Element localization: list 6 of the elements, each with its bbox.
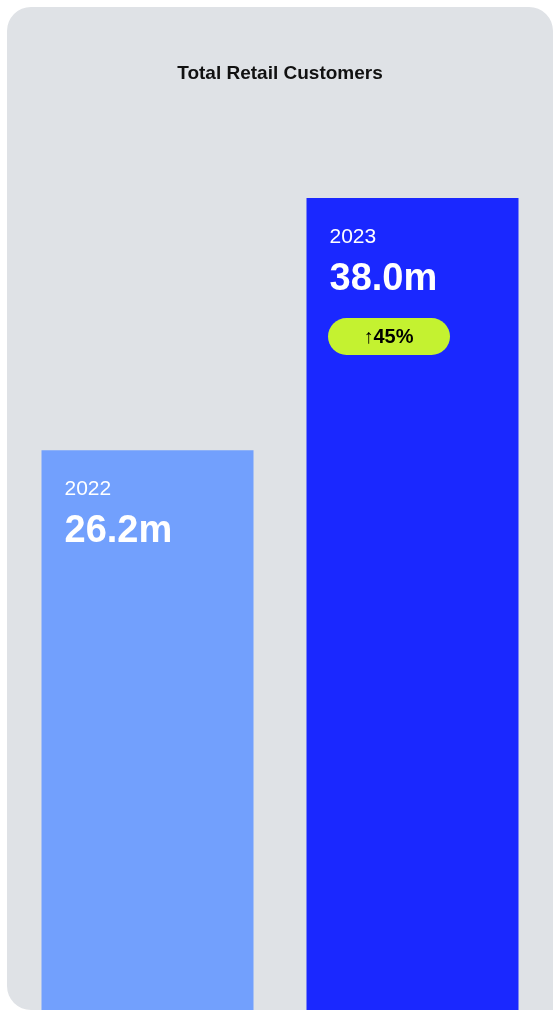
chart-title: Total Retail Customers [176,62,384,84]
x-tick-label: 2023 [329,224,377,247]
data-label: 26.2m [64,508,173,551]
data-label: 38.0m [329,256,438,298]
pill-badge: ↑45% [327,318,450,355]
x-tick-label: 2022 [64,476,112,500]
